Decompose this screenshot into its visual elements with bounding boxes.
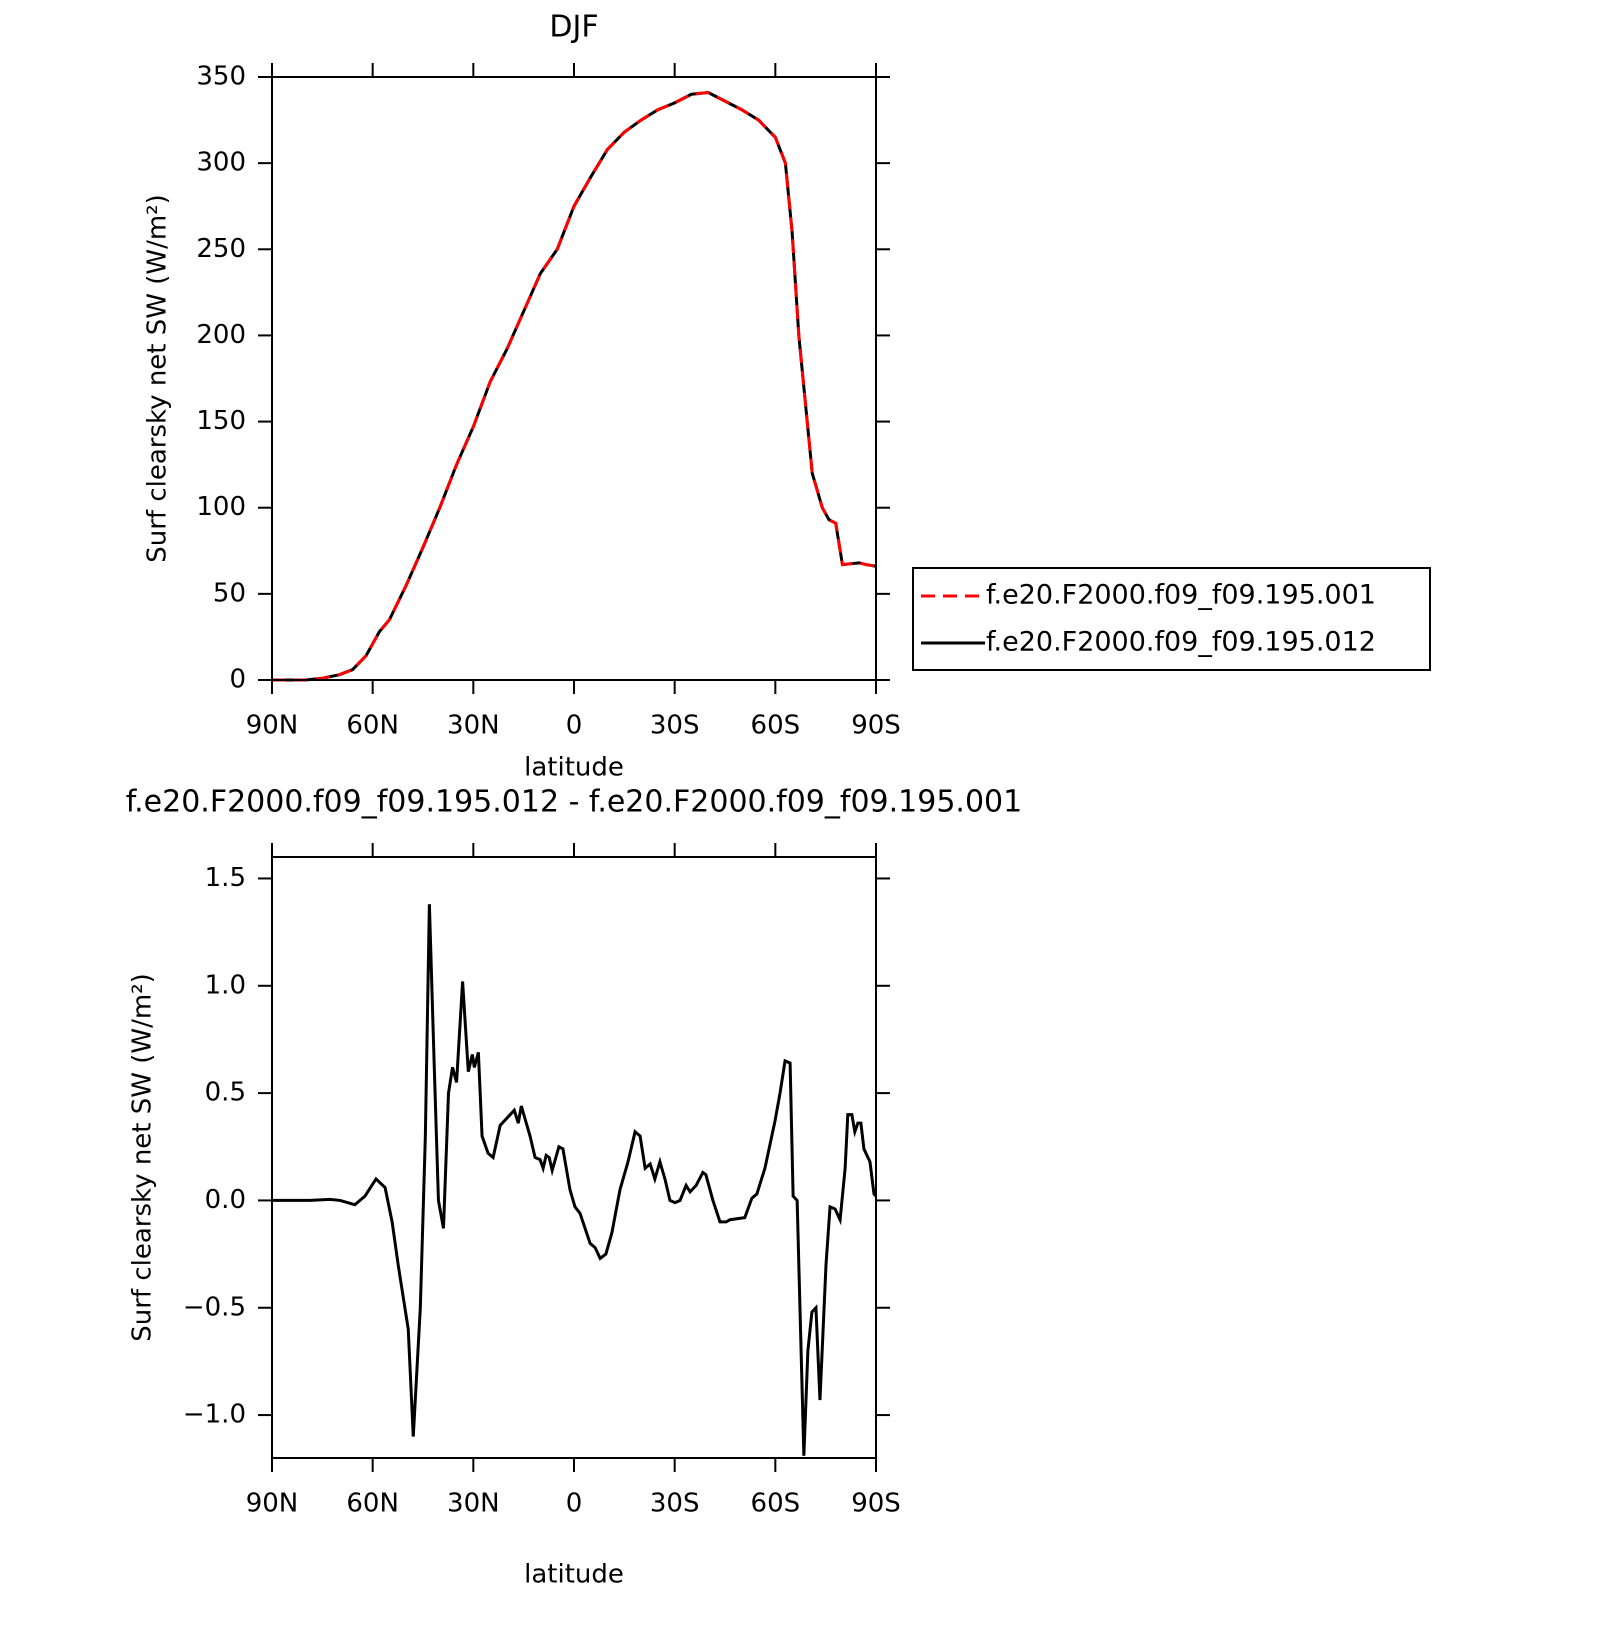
x-tick-label: 90S [851,711,901,741]
y-tick-label: −1.0 [183,1400,246,1430]
chart-title: DJF [549,10,598,45]
x-tick-label: 60N [346,1489,399,1519]
x-tick-label: 0 [566,1489,583,1519]
legend-box [912,567,1431,671]
x-tick-label: 60N [346,711,399,741]
y-tick-label: −0.5 [183,1292,246,1322]
y-tick-label: 150 [196,406,246,436]
x-axis-label: latitude [524,753,624,783]
x-tick-label: 90S [851,1489,901,1519]
y-axis-label: Surf clearsky net SW (W/m²) [128,973,158,1341]
chart-title: f.e20.F2000.f09_f09.195.012 - f.e20.F200… [126,785,1022,820]
y-tick-label: 0.5 [205,1078,246,1108]
legend-label: f.e20.F2000.f09_f09.195.001 [986,580,1376,611]
x-tick-label: 30N [447,711,500,741]
y-tick-label: 50 [213,578,246,608]
y-tick-label: 200 [196,320,246,350]
x-tick-label: 30N [447,1489,500,1519]
y-tick-label: 100 [196,492,246,522]
x-axis-label: latitude [524,1560,624,1590]
x-tick-label: 90N [246,1489,299,1519]
y-tick-label: 350 [196,62,246,92]
line-series [272,90,877,682]
line-series [272,90,877,682]
x-tick-label: 30S [650,1489,700,1519]
legend-label: f.e20.F2000.f09_f09.195.012 [986,627,1376,658]
y-tick-label: 300 [196,148,246,178]
x-tick-label: 0 [566,711,583,741]
plot-frame [271,856,877,1459]
y-axis-label: Surf clearsky net SW (W/m²) [143,194,173,562]
x-tick-label: 30S [650,711,700,741]
y-tick-label: 1.0 [205,970,246,1000]
line-series [272,904,878,1456]
y-tick-label: 250 [196,234,246,264]
plot-frame [271,76,877,681]
y-tick-label: 0 [229,665,246,695]
x-tick-label: 90N [246,711,299,741]
y-tick-label: 1.5 [205,863,246,893]
x-tick-label: 60S [751,711,801,741]
y-tick-label: 0.0 [205,1185,246,1215]
x-tick-label: 60S [751,1489,801,1519]
